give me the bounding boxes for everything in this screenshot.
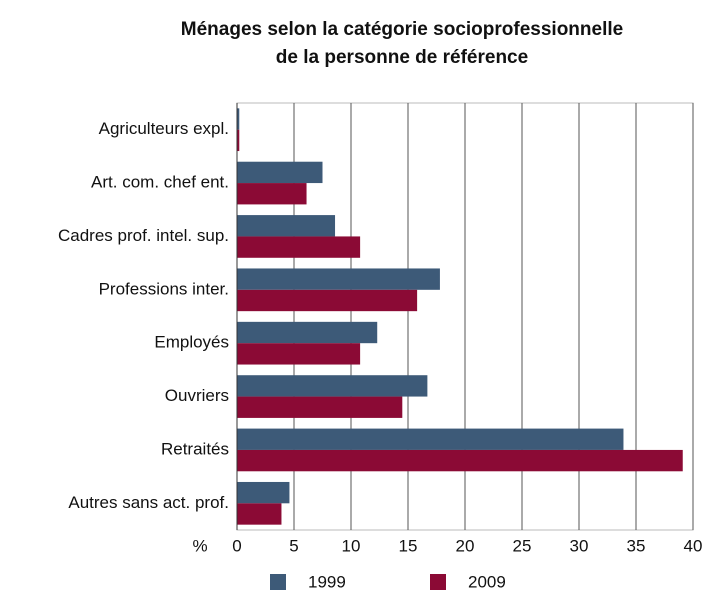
- y-tick-label: Retraités: [161, 439, 229, 458]
- bar: [237, 503, 282, 525]
- bar: [237, 289, 418, 312]
- bar: [237, 428, 624, 450]
- bar: [237, 236, 361, 258]
- x-tick-label: 40: [684, 536, 703, 555]
- chart-title: Ménages selon la catégorie socioprofessi…: [181, 19, 623, 40]
- bar: [237, 215, 336, 237]
- y-tick-label: Autres sans act. prof.: [68, 493, 229, 512]
- y-tick-label: Ouvriers: [165, 386, 229, 405]
- x-tick-label: 0: [232, 536, 241, 555]
- x-tick-label: 35: [627, 536, 646, 555]
- bar: [237, 129, 240, 152]
- x-tick-label: 30: [570, 536, 589, 555]
- bar: [237, 268, 440, 290]
- y-tick-label: Professions inter.: [99, 279, 229, 298]
- chart-title: de la personne de référence: [276, 47, 528, 68]
- legend-swatch: [430, 574, 446, 590]
- bar: [237, 481, 290, 504]
- y-tick-label: Art. com. chef ent.: [91, 173, 229, 192]
- x-tick-label: 25: [513, 536, 532, 555]
- bar: [237, 343, 361, 365]
- bar: [237, 183, 307, 205]
- x-tick-label: 20: [456, 536, 475, 555]
- bar: [237, 321, 378, 344]
- x-tick-label: 10: [342, 536, 361, 555]
- legend-label: 2009: [468, 572, 506, 591]
- bar: [237, 396, 403, 418]
- x-tick-label: 5: [289, 536, 298, 555]
- y-tick-label: Employés: [154, 333, 229, 352]
- legend-label: 1999: [308, 572, 346, 591]
- bar: [237, 108, 240, 130]
- y-tick-label: Cadres prof. intel. sup.: [58, 226, 229, 245]
- bar: [237, 449, 683, 472]
- x-tick-label: 15: [399, 536, 418, 555]
- bar: [237, 375, 428, 397]
- legend-swatch: [270, 574, 286, 590]
- y-tick-label: Agriculteurs expl.: [99, 119, 229, 138]
- bar: [237, 161, 323, 184]
- x-axis-label: %: [192, 536, 207, 555]
